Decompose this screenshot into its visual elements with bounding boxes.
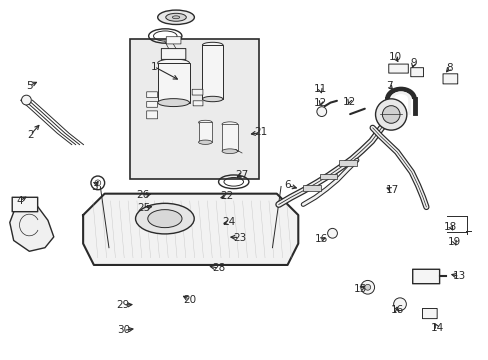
Text: 8: 8 [446, 63, 452, 73]
Text: 29: 29 [116, 300, 130, 310]
Text: 28: 28 [212, 263, 225, 273]
Text: 26: 26 [136, 190, 149, 200]
Ellipse shape [222, 149, 237, 153]
Text: 21: 21 [254, 127, 267, 138]
Text: 23: 23 [232, 233, 246, 243]
Text: 27: 27 [234, 170, 248, 180]
Text: 10: 10 [388, 52, 401, 62]
FancyBboxPatch shape [146, 102, 157, 107]
Text: 14: 14 [429, 323, 443, 333]
Bar [303, 185, 320, 191]
Ellipse shape [202, 96, 223, 102]
Text: 9: 9 [409, 58, 416, 68]
Text: 2: 2 [27, 130, 34, 140]
Text: 5: 5 [26, 81, 33, 91]
Text: 24: 24 [222, 217, 235, 228]
Ellipse shape [157, 10, 194, 24]
Ellipse shape [147, 210, 182, 228]
Circle shape [364, 284, 370, 290]
Circle shape [21, 95, 31, 105]
Text: 4: 4 [16, 196, 23, 206]
Text: 19: 19 [447, 237, 461, 247]
Bar [222, 124, 237, 151]
FancyBboxPatch shape [12, 197, 38, 212]
Bar [202, 45, 223, 99]
Text: 25: 25 [137, 203, 151, 213]
Text: 15: 15 [353, 284, 367, 294]
Ellipse shape [157, 99, 189, 107]
Text: 30: 30 [117, 325, 129, 336]
Circle shape [393, 298, 406, 311]
Ellipse shape [198, 140, 212, 144]
FancyBboxPatch shape [146, 111, 157, 119]
Text: 3: 3 [91, 182, 98, 192]
Circle shape [316, 107, 326, 117]
Text: 22: 22 [220, 191, 233, 201]
Text: 11: 11 [313, 84, 326, 94]
FancyBboxPatch shape [192, 89, 203, 95]
Ellipse shape [172, 16, 180, 19]
FancyBboxPatch shape [161, 49, 185, 59]
Ellipse shape [222, 122, 237, 127]
FancyBboxPatch shape [412, 269, 439, 284]
FancyBboxPatch shape [442, 74, 457, 84]
FancyBboxPatch shape [388, 64, 407, 73]
FancyBboxPatch shape [410, 68, 423, 77]
Bar [319, 174, 337, 179]
FancyBboxPatch shape [146, 92, 157, 98]
Text: 6: 6 [284, 180, 290, 190]
Text: 1: 1 [150, 62, 157, 72]
Bar [198, 122, 212, 142]
FancyBboxPatch shape [166, 37, 181, 44]
Bar [129, 39, 259, 179]
Ellipse shape [135, 203, 194, 234]
Text: 17: 17 [385, 185, 398, 195]
Circle shape [360, 280, 374, 294]
Circle shape [382, 106, 399, 123]
Ellipse shape [198, 120, 212, 125]
FancyBboxPatch shape [422, 309, 436, 319]
Bar [339, 160, 356, 166]
Circle shape [327, 228, 337, 238]
Polygon shape [83, 194, 298, 265]
Text: 16: 16 [314, 234, 328, 244]
Text: 18: 18 [443, 222, 457, 232]
Bar [158, 63, 189, 103]
Ellipse shape [157, 59, 189, 67]
Text: 12: 12 [342, 96, 355, 107]
FancyBboxPatch shape [193, 101, 203, 106]
Text: 12: 12 [313, 98, 327, 108]
Text: 20: 20 [183, 294, 196, 305]
Text: 13: 13 [452, 271, 466, 282]
Circle shape [375, 99, 406, 130]
Polygon shape [10, 202, 54, 251]
Text: 16: 16 [389, 305, 403, 315]
Text: 7: 7 [385, 81, 392, 91]
Ellipse shape [165, 13, 186, 21]
Ellipse shape [202, 42, 223, 48]
